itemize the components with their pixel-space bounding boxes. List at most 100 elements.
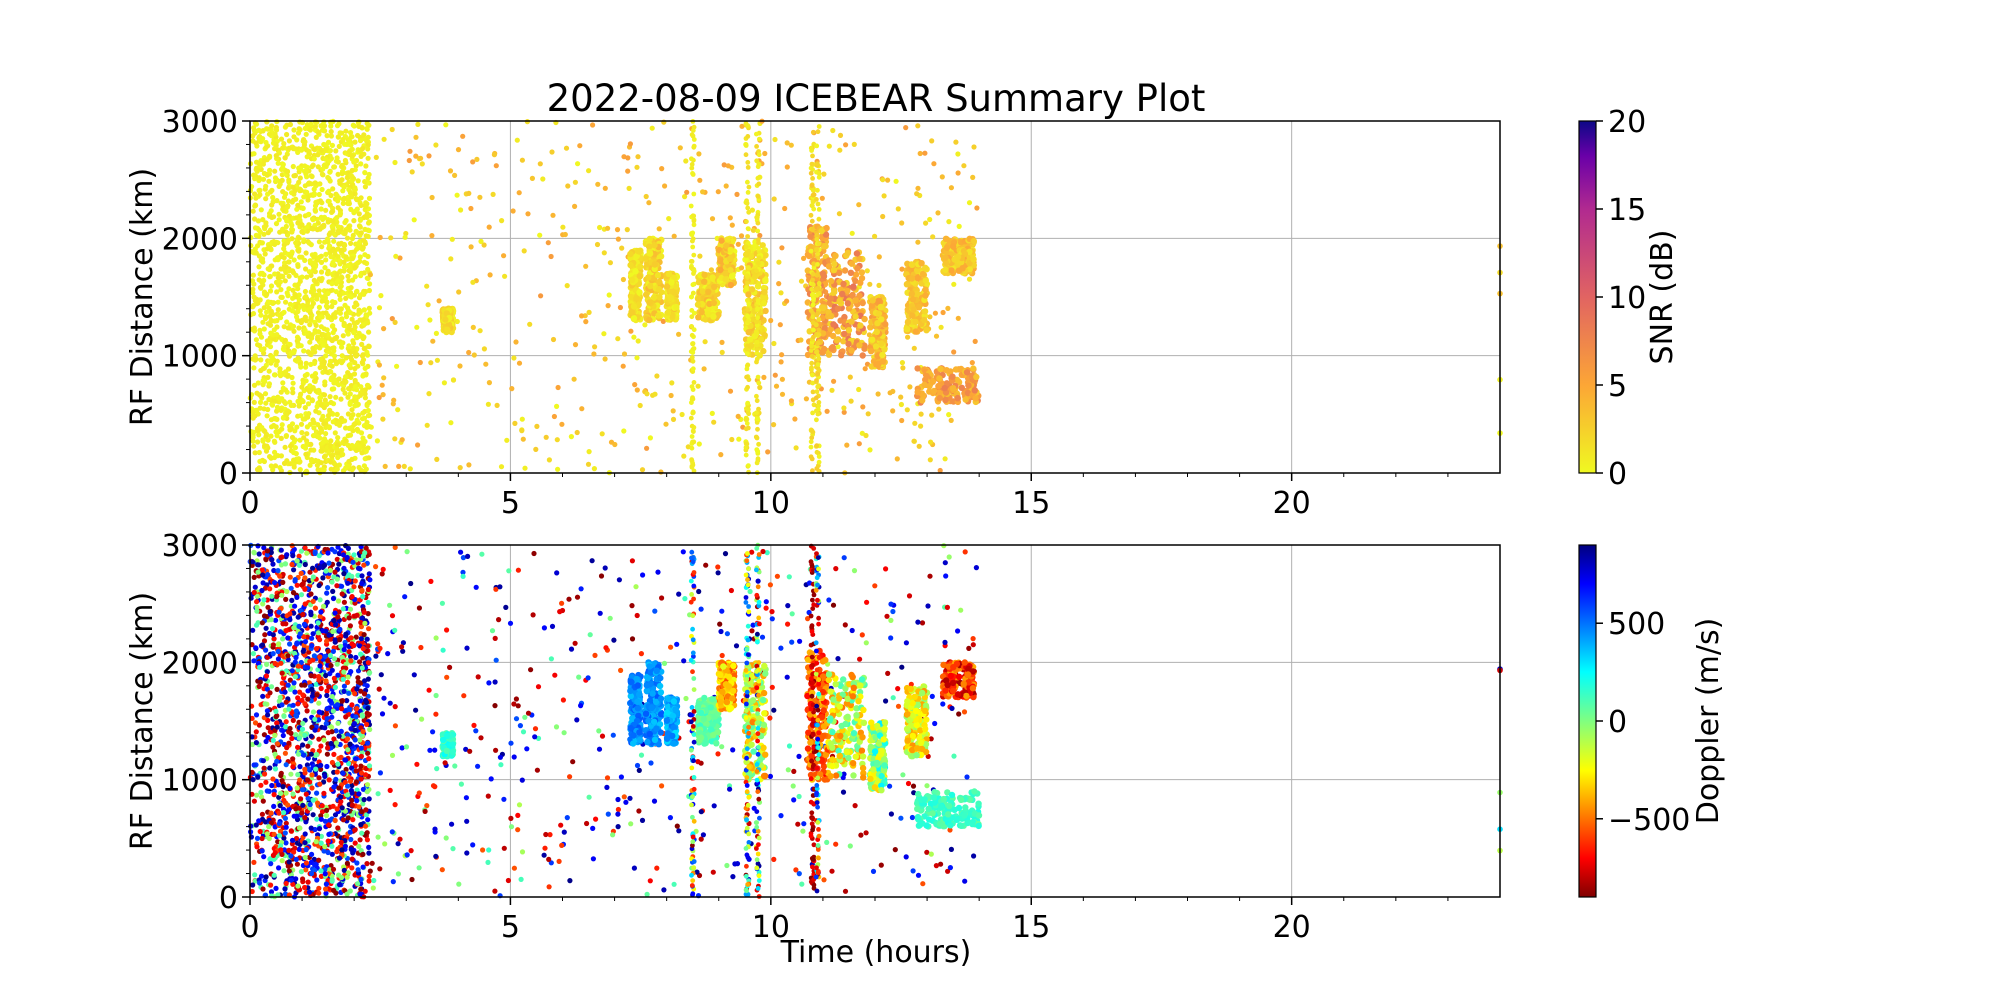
scatter-point: [353, 289, 360, 295]
scatter-point: [620, 363, 626, 369]
scatter-point: [614, 227, 621, 233]
scatter-point: [628, 309, 636, 316]
scatter-point: [333, 148, 339, 154]
scatter-point: [382, 463, 388, 469]
scatter-point: [366, 329, 372, 335]
scatter-point: [448, 256, 454, 262]
scatter-point: [876, 254, 882, 260]
scatter-point: [335, 198, 341, 204]
scatter-point: [743, 244, 749, 250]
scatter-point: [560, 224, 566, 230]
scatter-point: [745, 362, 751, 368]
scatter-point: [298, 147, 305, 153]
scatter-point: [362, 252, 368, 258]
scatter-point: [899, 266, 905, 272]
scatter-point: [334, 193, 340, 199]
scatter-point: [729, 222, 735, 228]
scatter-point: [328, 369, 334, 375]
scatter-point: [253, 232, 259, 238]
scatter-point: [937, 365, 944, 373]
scatter-point: [310, 300, 316, 306]
scatter-point: [260, 176, 267, 182]
scatter-point: [315, 129, 321, 135]
scatter-point: [323, 251, 329, 257]
scatter-point: [447, 168, 454, 174]
scatter-point: [251, 325, 257, 331]
scatter-point: [970, 365, 977, 372]
scatter-point: [392, 159, 398, 166]
scatter-point: [297, 467, 303, 473]
scatter-point: [363, 448, 369, 454]
scatter-point: [690, 396, 696, 402]
scatter-point: [965, 382, 972, 389]
scatter-point: [256, 449, 262, 456]
scatter-point: [335, 254, 341, 260]
scatter-point: [333, 289, 339, 295]
scatter-point: [867, 324, 874, 331]
scatter-point: [340, 290, 347, 296]
scatter-point: [352, 394, 358, 400]
scatter-point: [282, 260, 288, 266]
scatter-point: [845, 340, 852, 348]
scatter-point: [818, 227, 825, 235]
scatter-point: [359, 246, 366, 252]
scatter-point: [746, 377, 752, 383]
scatter-point: [323, 431, 329, 437]
scatter-point: [302, 314, 308, 320]
scatter-point: [266, 131, 273, 137]
scatter-point: [942, 396, 949, 404]
scatter-point: [364, 211, 370, 217]
scatter-point: [270, 300, 276, 306]
scatter-point: [844, 249, 852, 256]
scatter-point: [689, 463, 695, 469]
scatter-point: [339, 171, 345, 177]
scatter-point: [709, 274, 716, 281]
scatter-point: [347, 293, 353, 299]
scatter-point: [337, 296, 343, 302]
scatter-point: [281, 246, 287, 252]
scatter-point: [341, 259, 347, 265]
scatter-point: [361, 334, 367, 340]
scatter-point: [381, 136, 387, 142]
scatter-point: [264, 413, 270, 419]
scatter-point: [963, 369, 971, 376]
scatter-point: [260, 366, 266, 372]
scatter-point: [907, 384, 913, 390]
scatter-point: [824, 408, 830, 414]
scatter-point: [717, 257, 724, 264]
scatter-point: [908, 275, 916, 282]
scatter-point: [415, 121, 421, 127]
scatter-point: [276, 428, 282, 434]
scatter-point: [355, 412, 362, 418]
scatter-point: [272, 241, 278, 247]
scatter-point: [970, 237, 977, 245]
scatter-point: [261, 326, 267, 332]
scatter-point: [317, 356, 324, 362]
scatter-point: [319, 298, 325, 304]
scatter-point: [918, 260, 925, 267]
scatter-point: [360, 410, 366, 416]
scatter-point: [875, 391, 881, 397]
scatter-point: [322, 379, 328, 385]
scatter-point: [343, 355, 349, 361]
scatter-point: [571, 376, 577, 382]
scatter-point: [325, 174, 331, 181]
scatter-point: [260, 217, 266, 223]
scatter-point: [266, 396, 272, 403]
scatter-point: [296, 126, 302, 132]
scatter-point: [970, 174, 976, 180]
scatter-point: [632, 382, 638, 388]
scatter-point: [755, 456, 761, 462]
scatter-point: [816, 171, 822, 176]
scatter-point: [651, 242, 658, 249]
scatter-point: [809, 428, 815, 434]
scatter-point: [605, 303, 611, 309]
scatter-point: [828, 312, 835, 320]
scatter-point: [291, 328, 297, 334]
scatter-point: [803, 396, 810, 402]
scatter-point: [864, 268, 870, 274]
scatter-point: [494, 402, 500, 408]
scatter-point: [348, 425, 354, 431]
scatter-point: [834, 336, 841, 343]
scatter-point: [274, 177, 280, 183]
